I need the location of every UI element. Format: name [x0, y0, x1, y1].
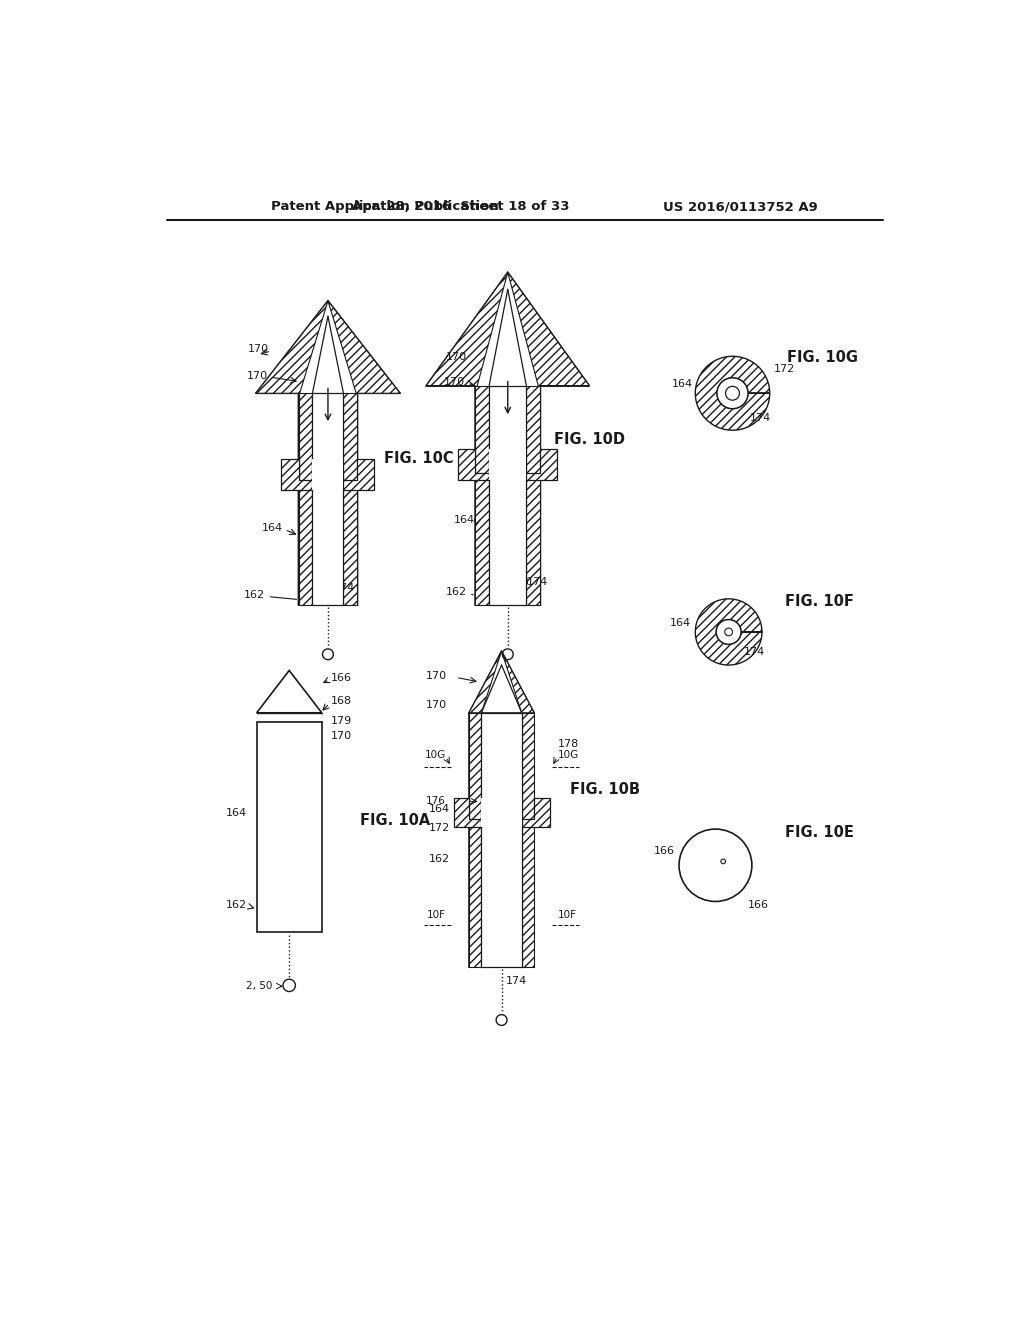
Text: 164: 164 [672, 379, 693, 389]
Polygon shape [299, 393, 312, 605]
Text: 162: 162 [244, 590, 265, 601]
Text: 174: 174 [751, 413, 771, 422]
Text: 166: 166 [331, 673, 352, 684]
Polygon shape [475, 385, 489, 605]
Text: 166: 166 [654, 846, 675, 857]
Text: FIG. 10C: FIG. 10C [384, 451, 454, 466]
Text: 10G: 10G [425, 750, 445, 760]
Polygon shape [282, 459, 312, 490]
Polygon shape [481, 797, 521, 826]
Polygon shape [508, 272, 589, 393]
Circle shape [725, 628, 732, 636]
Text: Patent Application Publication: Patent Application Publication [271, 201, 499, 214]
Text: 164: 164 [454, 515, 475, 525]
Text: US 2016/0113752 A9: US 2016/0113752 A9 [663, 201, 817, 214]
Text: 10G: 10G [557, 750, 579, 760]
Text: 164: 164 [428, 804, 450, 814]
Polygon shape [256, 301, 400, 605]
Text: 179: 179 [331, 715, 352, 726]
Text: FIG. 10F: FIG. 10F [785, 594, 854, 609]
Polygon shape [458, 449, 489, 480]
Text: FIG. 10A: FIG. 10A [360, 813, 431, 828]
Text: FIG. 10G: FIG. 10G [786, 350, 858, 364]
Circle shape [679, 829, 752, 902]
Text: 10F: 10F [427, 911, 445, 920]
Polygon shape [328, 301, 400, 397]
Text: 164: 164 [226, 808, 248, 818]
Text: 170: 170 [248, 345, 269, 354]
Circle shape [716, 619, 741, 644]
Text: 166: 166 [748, 900, 769, 911]
Polygon shape [257, 722, 322, 932]
Text: 170: 170 [446, 352, 467, 362]
Text: 176: 176 [426, 796, 445, 807]
Polygon shape [695, 356, 770, 430]
Polygon shape [312, 459, 343, 490]
Polygon shape [343, 459, 375, 490]
Polygon shape [526, 449, 557, 480]
Text: 162: 162 [445, 587, 467, 597]
Polygon shape [469, 713, 481, 966]
Polygon shape [526, 385, 541, 605]
Text: 178: 178 [557, 739, 579, 748]
Text: 170: 170 [426, 671, 447, 681]
Text: FIG. 10B: FIG. 10B [569, 783, 640, 797]
Text: 162: 162 [428, 854, 450, 865]
Text: Apr. 28, 2016  Sheet 18 of 33: Apr. 28, 2016 Sheet 18 of 33 [352, 201, 570, 214]
Polygon shape [502, 651, 535, 713]
Polygon shape [312, 393, 343, 605]
Text: 170: 170 [444, 376, 465, 387]
Polygon shape [481, 713, 521, 966]
Polygon shape [521, 713, 535, 966]
Text: 168: 168 [331, 696, 352, 706]
Text: 162: 162 [226, 900, 248, 911]
Polygon shape [256, 301, 328, 397]
Text: 10F: 10F [557, 911, 577, 920]
Text: 164: 164 [262, 523, 283, 533]
Circle shape [717, 378, 748, 409]
Text: FIG. 10E: FIG. 10E [785, 825, 854, 840]
Text: 170: 170 [247, 371, 267, 380]
Text: 174: 174 [506, 975, 526, 986]
Text: 172: 172 [773, 363, 795, 374]
Text: 174: 174 [526, 577, 548, 587]
Polygon shape [426, 272, 508, 393]
Polygon shape [454, 797, 481, 826]
Polygon shape [489, 385, 526, 605]
Polygon shape [426, 272, 589, 605]
Polygon shape [489, 449, 526, 480]
Polygon shape [469, 651, 502, 713]
Text: FIG. 10D: FIG. 10D [554, 432, 626, 447]
Text: 2, 50: 2, 50 [246, 981, 272, 991]
Polygon shape [257, 671, 322, 713]
Text: 170: 170 [426, 700, 447, 710]
Text: 174: 174 [743, 647, 765, 657]
Circle shape [726, 387, 739, 400]
Polygon shape [343, 393, 357, 605]
Text: 174: 174 [334, 583, 354, 593]
Polygon shape [695, 599, 762, 665]
Text: 172: 172 [428, 824, 450, 833]
Text: 170: 170 [331, 731, 352, 741]
Circle shape [721, 859, 726, 863]
Text: 164: 164 [671, 618, 691, 628]
Polygon shape [521, 797, 550, 826]
